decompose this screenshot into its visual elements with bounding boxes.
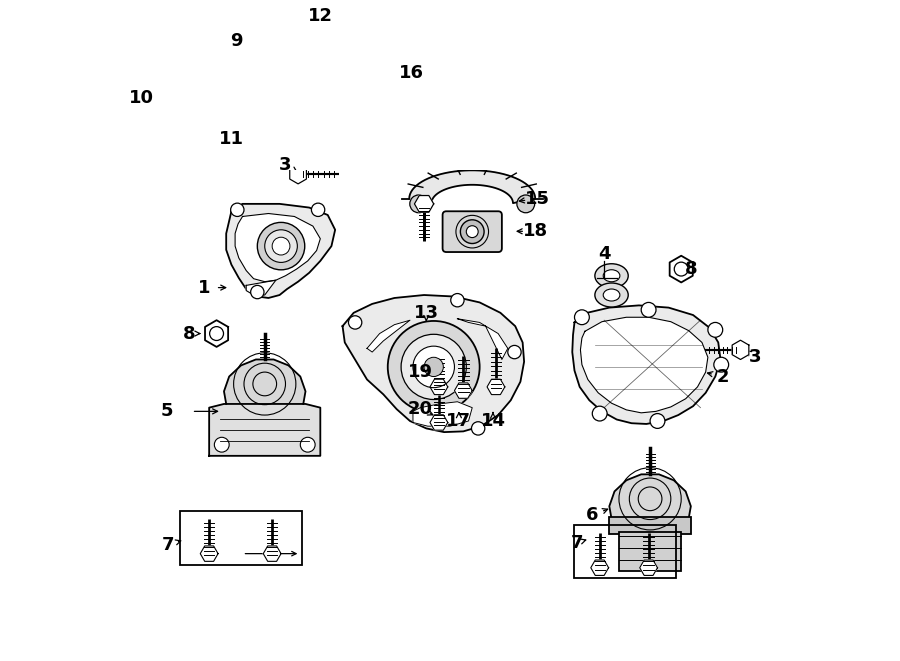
Circle shape bbox=[466, 225, 478, 237]
Text: 13: 13 bbox=[414, 304, 439, 322]
Circle shape bbox=[413, 346, 454, 387]
Polygon shape bbox=[235, 214, 320, 282]
Circle shape bbox=[202, 53, 240, 91]
Text: 4: 4 bbox=[598, 245, 610, 262]
Text: 15: 15 bbox=[525, 190, 550, 208]
Circle shape bbox=[272, 237, 290, 255]
Circle shape bbox=[714, 357, 729, 372]
Circle shape bbox=[650, 414, 665, 428]
Circle shape bbox=[641, 303, 656, 317]
Polygon shape bbox=[201, 546, 218, 561]
Polygon shape bbox=[147, 91, 164, 110]
Polygon shape bbox=[290, 165, 306, 184]
Polygon shape bbox=[224, 360, 305, 404]
Text: 3: 3 bbox=[279, 155, 292, 174]
Polygon shape bbox=[247, 280, 276, 295]
Circle shape bbox=[348, 316, 362, 329]
Circle shape bbox=[265, 230, 297, 262]
Polygon shape bbox=[640, 560, 658, 576]
Text: 19: 19 bbox=[408, 363, 433, 381]
Text: 16: 16 bbox=[399, 63, 424, 82]
Text: 20: 20 bbox=[408, 400, 433, 418]
Circle shape bbox=[338, 97, 355, 114]
Circle shape bbox=[401, 334, 466, 399]
Circle shape bbox=[257, 222, 305, 270]
Text: 10: 10 bbox=[129, 89, 154, 107]
Bar bbox=[179, 512, 302, 564]
Bar bbox=[574, 525, 676, 578]
Polygon shape bbox=[209, 404, 320, 456]
Text: 8: 8 bbox=[685, 260, 698, 278]
Text: 12: 12 bbox=[308, 7, 333, 25]
Text: 18: 18 bbox=[523, 222, 548, 241]
Text: 5: 5 bbox=[161, 403, 173, 420]
Circle shape bbox=[592, 406, 608, 421]
Circle shape bbox=[472, 422, 485, 435]
Polygon shape bbox=[430, 414, 448, 430]
Text: 17: 17 bbox=[446, 412, 472, 430]
Polygon shape bbox=[413, 402, 472, 426]
Text: 8: 8 bbox=[183, 325, 195, 342]
Polygon shape bbox=[202, 53, 365, 125]
Text: 7: 7 bbox=[162, 536, 175, 554]
Polygon shape bbox=[454, 383, 472, 399]
Text: 9: 9 bbox=[230, 32, 243, 50]
Circle shape bbox=[461, 220, 484, 243]
Polygon shape bbox=[590, 560, 608, 576]
Text: 14: 14 bbox=[481, 412, 506, 430]
Circle shape bbox=[230, 203, 244, 216]
Ellipse shape bbox=[603, 270, 620, 282]
Text: 7: 7 bbox=[572, 533, 584, 551]
Polygon shape bbox=[410, 171, 536, 203]
Polygon shape bbox=[209, 60, 358, 118]
Circle shape bbox=[708, 323, 723, 337]
Circle shape bbox=[424, 357, 444, 377]
Polygon shape bbox=[487, 379, 505, 395]
Circle shape bbox=[451, 293, 464, 307]
Text: 3: 3 bbox=[749, 348, 761, 366]
Ellipse shape bbox=[353, 94, 369, 106]
Polygon shape bbox=[223, 142, 239, 162]
Text: 1: 1 bbox=[198, 278, 211, 297]
Ellipse shape bbox=[595, 283, 628, 307]
Circle shape bbox=[517, 195, 535, 213]
Ellipse shape bbox=[595, 264, 628, 288]
Circle shape bbox=[311, 203, 325, 216]
Circle shape bbox=[301, 438, 315, 452]
FancyBboxPatch shape bbox=[443, 212, 502, 252]
Ellipse shape bbox=[345, 88, 378, 112]
Polygon shape bbox=[732, 340, 749, 360]
Polygon shape bbox=[414, 196, 434, 212]
Circle shape bbox=[212, 63, 230, 81]
Polygon shape bbox=[343, 295, 524, 432]
Polygon shape bbox=[367, 320, 410, 352]
Ellipse shape bbox=[603, 289, 620, 301]
Polygon shape bbox=[609, 475, 691, 519]
Circle shape bbox=[327, 87, 365, 125]
Polygon shape bbox=[264, 546, 281, 561]
Circle shape bbox=[410, 195, 427, 213]
Polygon shape bbox=[572, 305, 721, 424]
Polygon shape bbox=[430, 379, 448, 395]
FancyBboxPatch shape bbox=[609, 518, 691, 533]
Polygon shape bbox=[580, 317, 708, 413]
Text: 11: 11 bbox=[219, 130, 244, 149]
Polygon shape bbox=[205, 320, 228, 347]
Circle shape bbox=[574, 310, 590, 325]
Polygon shape bbox=[226, 204, 335, 298]
Polygon shape bbox=[457, 319, 508, 360]
Circle shape bbox=[388, 321, 480, 413]
Text: 6: 6 bbox=[586, 506, 598, 524]
Polygon shape bbox=[670, 256, 693, 282]
Ellipse shape bbox=[356, 68, 374, 80]
Circle shape bbox=[508, 346, 521, 359]
Circle shape bbox=[214, 438, 230, 452]
Circle shape bbox=[251, 286, 264, 299]
Ellipse shape bbox=[346, 61, 383, 87]
FancyBboxPatch shape bbox=[619, 532, 681, 570]
Text: 2: 2 bbox=[716, 368, 729, 385]
